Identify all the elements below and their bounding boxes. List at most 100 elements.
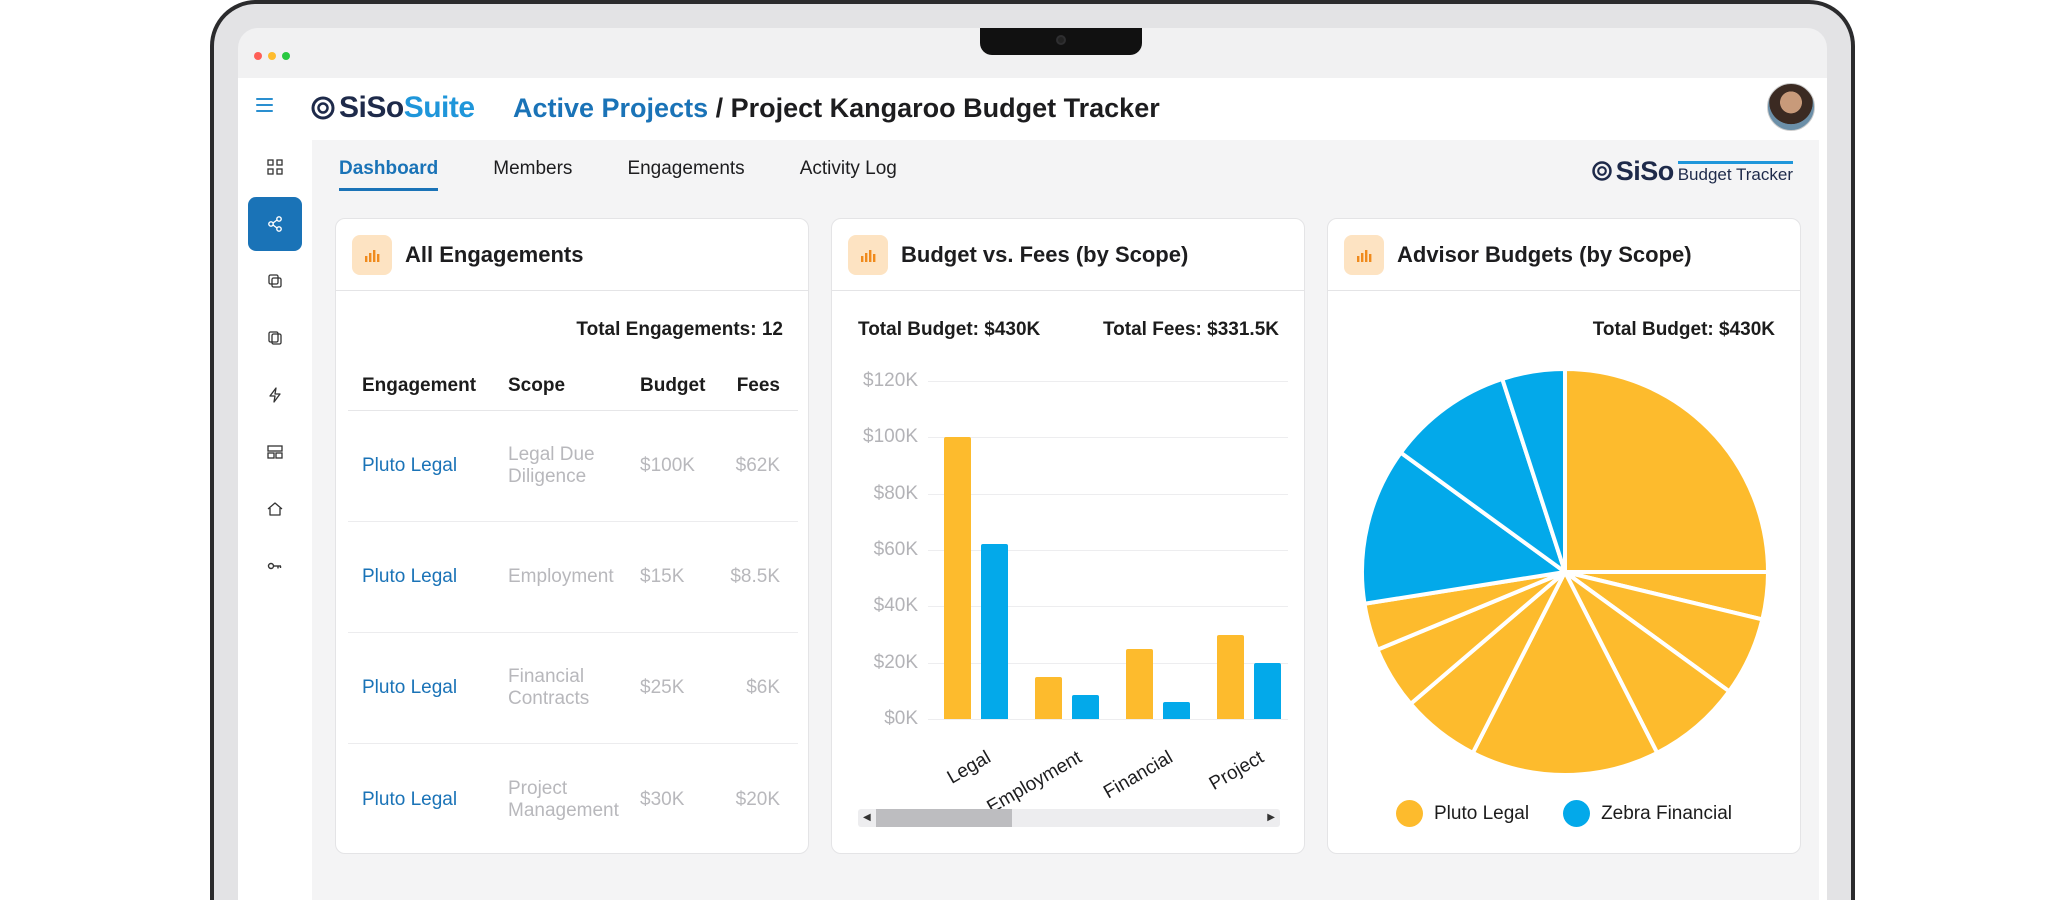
pie-slice-zebra-10[interactable] <box>1500 367 1567 574</box>
bar-employment-budget[interactable] <box>1035 676 1062 719</box>
tab-members[interactable]: Members <box>493 158 573 179</box>
maximize-window-button[interactable] <box>282 52 290 60</box>
scrollbar-thumb[interactable] <box>876 809 1012 827</box>
card-header: All Engagements <box>336 219 808 291</box>
col-engagement[interactable]: Engagement <box>362 374 477 396</box>
sidebar-item-copy[interactable] <box>248 254 302 308</box>
tab-dashboard[interactable]: Dashboard <box>339 158 439 191</box>
gridline <box>928 493 1288 495</box>
camera-icon <box>1056 35 1066 45</box>
card-header: Budget vs. Fees (by Scope) <box>832 219 1304 291</box>
legend-item-pluto[interactable]: Pluto Legal <box>1395 800 1529 827</box>
legend-label: Zebra Financial <box>1601 802 1733 824</box>
bar-project-budget[interactable] <box>1217 634 1244 719</box>
bar-financial-fees[interactable] <box>1163 702 1190 719</box>
scope-cell: Legal Due Diligence <box>508 444 595 487</box>
pie-slice-pluto-0[interactable] <box>1563 367 1770 574</box>
siso-suite-logo[interactable]: SiSo Suite <box>310 91 475 125</box>
fees-cell: $20K <box>735 788 780 810</box>
col-budget[interactable]: Budget <box>640 374 706 396</box>
minimize-window-button[interactable] <box>268 52 276 60</box>
advisor-budgets-card: Advisor Budgets (by Scope) Total Budget:… <box>1327 218 1801 854</box>
window-controls <box>254 52 290 60</box>
breadcrumb-separator: / <box>708 93 731 123</box>
budget-tracker-logo-text: Budget Tracker <box>1677 161 1793 185</box>
user-avatar[interactable] <box>1767 83 1815 131</box>
legend-swatch <box>1395 800 1423 827</box>
camera-notch <box>980 28 1142 55</box>
total-budget: Total Budget: $430K <box>858 319 1041 340</box>
table-row[interactable]: Pluto Legal Project Management $30K $20K <box>348 744 798 855</box>
y-tick-label: $40K <box>873 595 918 617</box>
grid-icon <box>267 159 283 175</box>
y-tick-label: $60K <box>873 539 918 560</box>
card-header: Advisor Budgets (by Scope) <box>1328 219 1800 291</box>
breadcrumb-active-projects[interactable]: Active Projects <box>513 93 709 123</box>
gridline <box>928 437 1288 439</box>
bar-chart-icon <box>1344 234 1384 275</box>
budget-vs-fees-card: Budget vs. Fees (by Scope) Total Budget:… <box>831 218 1305 854</box>
pie-slice-pluto-4[interactable] <box>1470 570 1660 777</box>
tab-bar: Dashboard Members Engagements Activity L… <box>339 158 897 191</box>
pie-total-budget: Total Budget: $430K <box>1592 319 1775 340</box>
page-title: Project Kangaroo Budget Tracker <box>730 93 1160 123</box>
close-window-button[interactable] <box>254 52 262 60</box>
sidebar-item-grid[interactable] <box>248 140 302 194</box>
legend-item-zebra[interactable]: Zebra Financial <box>1563 800 1732 827</box>
pie-chart-svg <box>1360 367 1770 777</box>
budget-cell: $15K <box>640 566 685 587</box>
bar-legal-budget[interactable] <box>944 437 971 719</box>
col-fees[interactable]: Fees <box>736 374 780 396</box>
scroll-left-icon[interactable]: ◀ <box>863 812 871 823</box>
bar-legal-fees[interactable] <box>981 544 1008 719</box>
total-engagements: Total Engagements: 12 <box>576 319 783 340</box>
y-tick-label: $0K <box>884 708 918 729</box>
sidebar-item-home[interactable] <box>248 482 302 536</box>
pie-slice-zebra-9[interactable] <box>1398 376 1567 574</box>
sidebar-item-files[interactable] <box>248 311 302 365</box>
scroll-right-icon[interactable]: ▶ <box>1267 812 1275 823</box>
laptop-screen: SiSo Suite Active Projects / Project Kang… <box>238 28 1827 900</box>
bar-employment-fees[interactable] <box>1072 695 1099 719</box>
engagement-link[interactable]: Pluto Legal <box>362 566 458 587</box>
table-row[interactable]: Pluto Legal Financial Contracts $25K $6K <box>348 633 798 744</box>
sidebar-item-lightning[interactable] <box>248 368 302 422</box>
sidebar-item-key[interactable] <box>248 539 302 593</box>
layout-icon <box>267 445 283 459</box>
gridline <box>928 662 1288 664</box>
bar-project-fees[interactable] <box>1254 662 1281 719</box>
pie-chart <box>1360 367 1770 782</box>
card-title: Budget vs. Fees (by Scope) <box>901 241 1189 267</box>
hamburger-menu-icon[interactable] <box>256 98 273 112</box>
scope-cell: Financial Contracts <box>508 666 590 709</box>
sidebar-item-share[interactable] <box>248 197 302 251</box>
lightning-icon <box>269 387 281 403</box>
logo-text-suite: Suite <box>403 91 475 124</box>
budget-cell: $25K <box>640 677 685 698</box>
pie-slice-zebra-8[interactable] <box>1360 450 1567 606</box>
card-title: All Engagements <box>405 241 584 267</box>
fees-cell: $62K <box>735 455 780 476</box>
chart-scrollbar[interactable]: ◀ ▶ <box>858 809 1280 827</box>
engagement-link[interactable]: Pluto Legal <box>362 677 458 698</box>
tab-engagements[interactable]: Engagements <box>627 158 745 179</box>
y-tick-label: $20K <box>873 651 918 673</box>
table-row[interactable]: Pluto Legal Employment $15K $8.5K <box>348 522 798 633</box>
table-row[interactable]: Pluto Legal Legal Due Diligence $100K $6… <box>348 411 798 522</box>
col-scope[interactable]: Scope <box>508 374 566 396</box>
siso-swirl-icon <box>311 96 335 120</box>
engagement-link[interactable]: Pluto Legal <box>362 788 458 810</box>
engagement-link[interactable]: Pluto Legal <box>362 455 458 476</box>
bar-financial-budget[interactable] <box>1126 648 1153 719</box>
card-title: Advisor Budgets (by Scope) <box>1397 241 1692 267</box>
sidebar <box>238 138 302 900</box>
budget-tracker-logo-siso: SiSo <box>1615 156 1675 186</box>
tab-activity-log[interactable]: Activity Log <box>799 158 897 179</box>
copy-icon <box>268 274 282 288</box>
scope-cell: Project Management <box>508 777 619 821</box>
sidebar-item-layout[interactable] <box>248 425 302 479</box>
all-engagements-card: All Engagements Total Engagements: 12 En… <box>335 218 809 854</box>
budget-tracker-logo: SiSo Budget Tracker <box>1591 156 1793 187</box>
total-fees: Total Fees: $331.5K <box>1102 319 1279 340</box>
breadcrumb: Active Projects / Project Kangaroo Budge… <box>513 93 1160 124</box>
